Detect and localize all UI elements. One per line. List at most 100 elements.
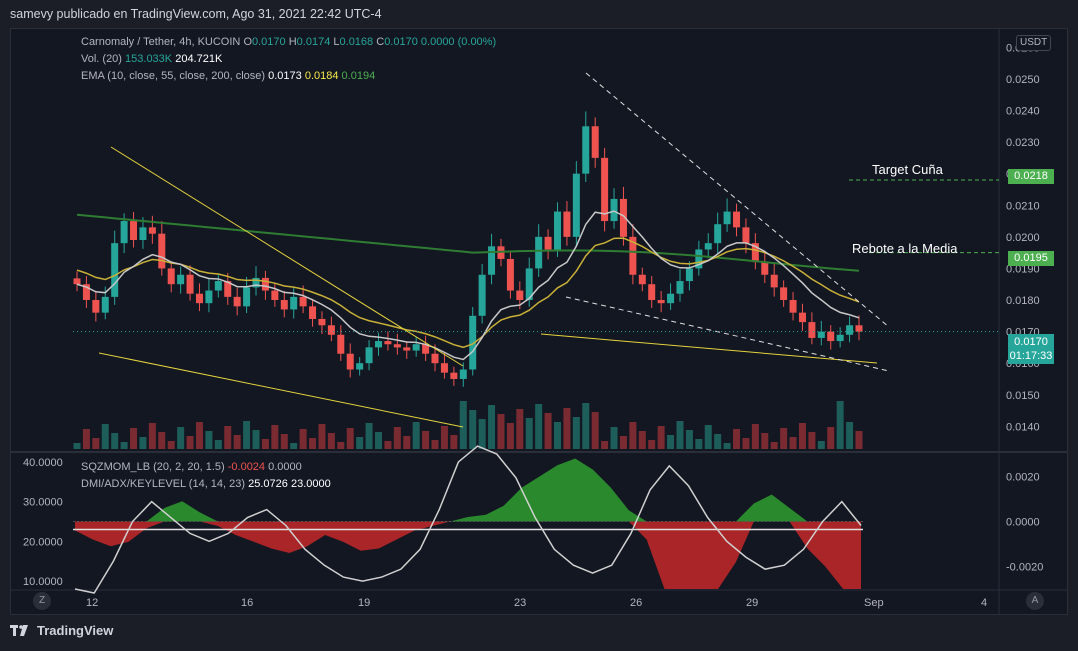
ema-value-3: 0.0194 xyxy=(341,70,376,82)
ema-55-line xyxy=(76,237,860,349)
candle-body xyxy=(591,126,599,158)
publish-header: samevy publicado en TradingView.com, Ago… xyxy=(10,7,382,21)
volume-bar xyxy=(554,422,562,449)
ohlc-key-o: O xyxy=(243,36,252,48)
candle-body xyxy=(167,268,175,285)
wedge-upper-line-1 xyxy=(110,146,464,367)
ema-label: EMA (10, close, 55, close, 200, close) xyxy=(81,70,266,82)
adx-line xyxy=(74,445,862,594)
candle-body xyxy=(440,363,448,373)
candle-body xyxy=(563,211,571,237)
candle-body xyxy=(469,315,477,370)
ema-value-2: 0.0184 xyxy=(304,70,339,82)
candle-body xyxy=(855,325,863,332)
currency-button[interactable]: USDT xyxy=(1016,35,1052,51)
candle-body xyxy=(554,211,562,250)
candle-body xyxy=(516,290,524,301)
zoom-button[interactable]: Z xyxy=(33,592,51,610)
volume-bar xyxy=(808,432,816,449)
volume-bar xyxy=(101,424,109,449)
volume-bar xyxy=(224,426,232,449)
annotation-target: Target Cuña xyxy=(872,162,943,177)
countdown: 01:17:33 xyxy=(1009,350,1053,362)
volume-bar xyxy=(657,426,665,449)
candle-body xyxy=(535,236,543,269)
volume-bar xyxy=(780,428,788,449)
candle-body xyxy=(789,300,797,313)
candle-body xyxy=(846,325,854,335)
candle-body xyxy=(667,293,675,304)
volume-bar xyxy=(195,422,203,449)
volume-bar xyxy=(827,427,835,449)
current-price: 0.0170 xyxy=(1014,336,1048,348)
candle-body xyxy=(780,287,788,301)
volume-bar xyxy=(299,429,307,449)
auto-scale-button[interactable]: A xyxy=(1026,592,1044,610)
dmi-value-2: 23.0000 xyxy=(290,478,331,490)
candle-body xyxy=(836,334,844,342)
volume-bar xyxy=(488,405,496,449)
ohlc-value-c: 0.0170 xyxy=(384,36,418,48)
price-tick-label: 0.0240 xyxy=(1006,105,1040,117)
candle-body xyxy=(384,341,392,345)
wedge-lower-dashed xyxy=(565,296,890,372)
chart-svg[interactable]: 0.01400.01500.01600.01700.01800.01900.02… xyxy=(11,29,1067,614)
volume-bar xyxy=(214,440,222,449)
candle-body xyxy=(817,331,825,338)
candle-body xyxy=(459,369,467,379)
candle-body xyxy=(827,331,835,342)
candle-body xyxy=(770,274,778,288)
volume-bar xyxy=(337,442,345,449)
candle-body xyxy=(139,227,147,240)
price-badge-rebote: 0.0195 xyxy=(1008,251,1054,266)
candle-body xyxy=(82,284,90,301)
volume-bar xyxy=(798,423,806,449)
candle-body xyxy=(290,296,298,310)
candle-body xyxy=(374,341,382,348)
volume-bar xyxy=(252,430,260,449)
volume-bar xyxy=(280,434,288,449)
time-tick-label: 16 xyxy=(241,597,253,609)
candle-body xyxy=(704,243,712,250)
sqzmom-value-2: 0.0000 xyxy=(268,461,302,473)
volume-bar xyxy=(817,441,825,449)
volume-bar xyxy=(648,440,656,449)
candle-body xyxy=(393,344,401,348)
candle-body xyxy=(271,290,279,301)
candle-body xyxy=(488,246,496,275)
candle-body xyxy=(582,126,590,174)
volume-bar xyxy=(205,431,213,449)
volume-bar xyxy=(506,423,514,449)
candle-body xyxy=(657,300,665,304)
candle-body xyxy=(808,322,816,338)
candle-body xyxy=(648,284,656,301)
candle-body xyxy=(177,274,185,285)
volume-bar xyxy=(120,442,128,449)
volume-bar xyxy=(751,424,759,449)
candle-body xyxy=(685,268,693,282)
volume-bar xyxy=(516,409,524,449)
chart-container[interactable]: 0.0140 0.0150 0.0160 0.0170 0.0180 0.0190 0.02… xyxy=(10,28,1068,615)
volume-bar xyxy=(667,435,675,449)
volume-bar xyxy=(148,423,156,449)
volume-bar xyxy=(629,422,637,449)
volume-value-2: 204.721K xyxy=(175,53,223,65)
price-tick-label: 0.0150 xyxy=(1006,390,1040,402)
price-tick-label: 0.0250 xyxy=(1006,74,1040,86)
current-price-badge: 0.0170 01:17:33 xyxy=(1008,334,1054,364)
volume-bar xyxy=(271,425,279,449)
volume-bar xyxy=(422,431,430,449)
legend-sqzmom-row: SQZMOM_LB (20, 2, 20, 1.5) -0.0024 0.000… xyxy=(81,459,302,476)
candle-body xyxy=(525,268,533,301)
legend-volume-row: Vol. (20) 153.033K 204.721K xyxy=(81,51,222,68)
ohlc-key-c: C xyxy=(376,36,385,48)
candle-body xyxy=(318,318,326,326)
candle-body xyxy=(761,262,769,275)
volume-bar xyxy=(572,417,580,449)
candle-body xyxy=(205,290,213,304)
volume-bar xyxy=(591,412,599,449)
volume-bar xyxy=(290,443,298,449)
candle-body xyxy=(195,293,203,304)
volume-bar xyxy=(384,441,392,449)
candle-body xyxy=(120,221,128,244)
